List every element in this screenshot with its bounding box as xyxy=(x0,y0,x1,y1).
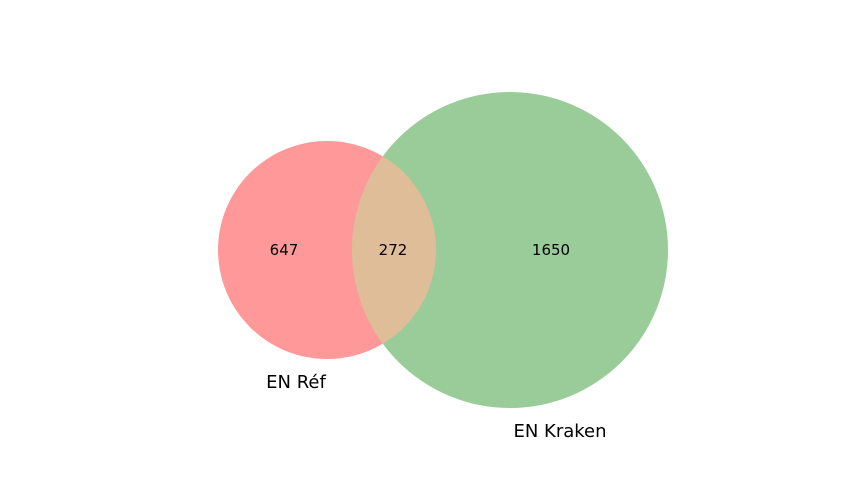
count-intersection: 272 xyxy=(379,241,408,259)
set-label-en-kraken: EN Kraken xyxy=(513,421,606,442)
count-en-ref-only: 647 xyxy=(270,241,299,259)
set-label-en-ref: EN Réf xyxy=(266,372,326,393)
count-en-kraken-only: 1650 xyxy=(532,241,570,259)
set-circle-en-kraken xyxy=(352,92,668,408)
